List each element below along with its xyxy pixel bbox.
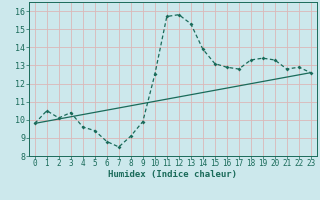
X-axis label: Humidex (Indice chaleur): Humidex (Indice chaleur) [108,170,237,179]
